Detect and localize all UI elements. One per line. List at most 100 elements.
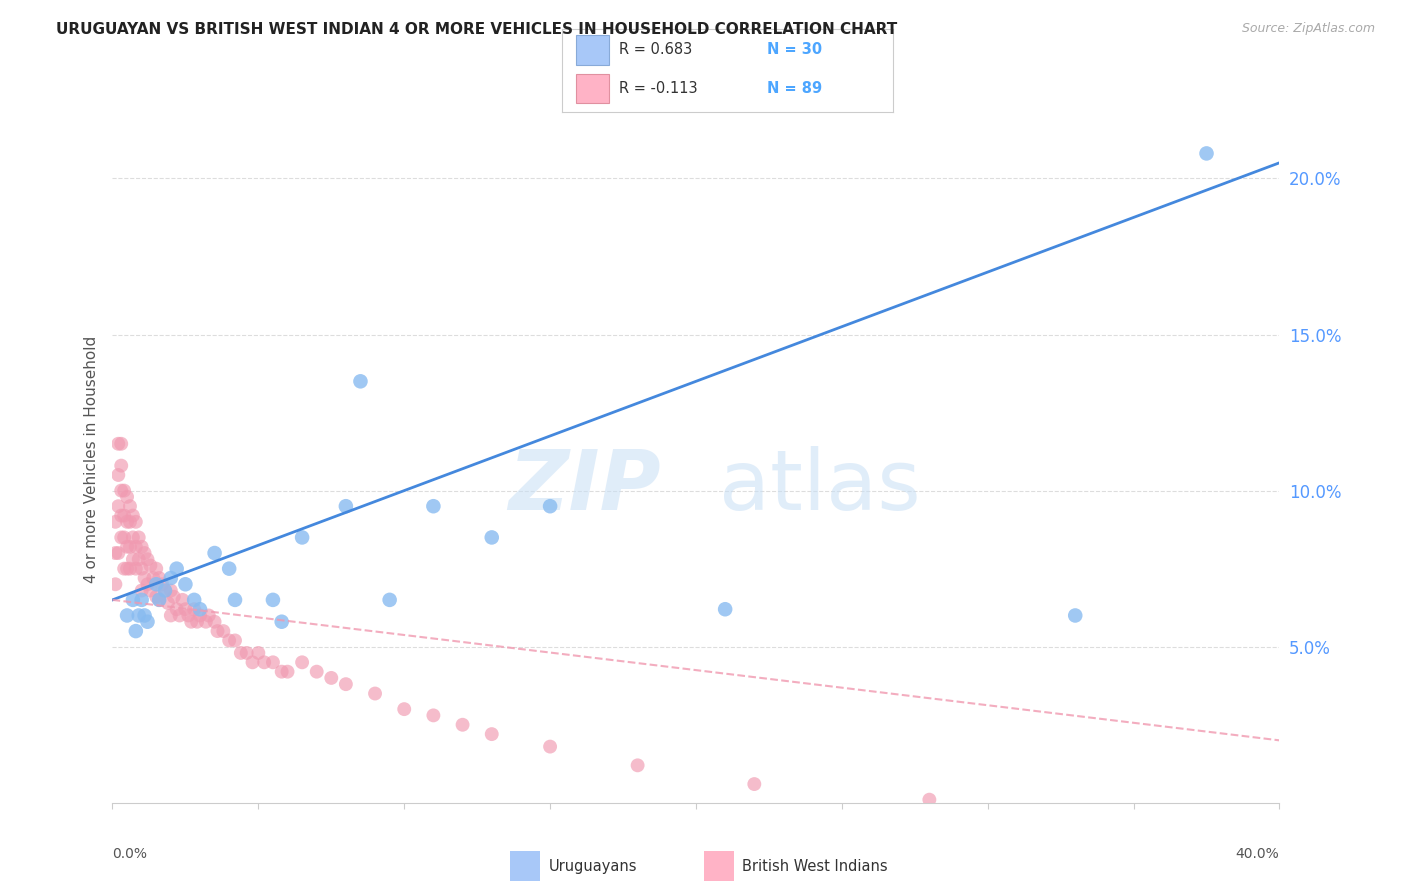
- Point: [122, 508, 145, 523]
- Text: N = 89: N = 89: [768, 81, 823, 96]
- Point: [253, 655, 276, 669]
- Point: [104, 515, 127, 529]
- Text: URUGUAYAN VS BRITISH WEST INDIAN 4 OR MORE VEHICLES IN HOUSEHOLD CORRELATION CHA: URUGUAYAN VS BRITISH WEST INDIAN 4 OR MO…: [56, 22, 897, 37]
- Point: [118, 515, 141, 529]
- Bar: [575, 74, 609, 103]
- Point: [364, 687, 387, 701]
- Point: [235, 646, 257, 660]
- Point: [218, 633, 240, 648]
- Point: [349, 375, 371, 389]
- Point: [145, 590, 167, 604]
- Point: [118, 540, 141, 554]
- Point: [1064, 608, 1087, 623]
- Point: [291, 655, 314, 669]
- Point: [276, 665, 298, 679]
- Point: [1195, 146, 1218, 161]
- Point: [186, 615, 208, 629]
- Text: 0.0%: 0.0%: [112, 847, 148, 862]
- Point: [451, 717, 474, 731]
- Point: [183, 592, 205, 607]
- Point: [918, 793, 941, 806]
- Point: [110, 508, 132, 523]
- Point: [148, 592, 170, 607]
- Point: [131, 592, 153, 607]
- Point: [112, 562, 135, 576]
- Point: [204, 546, 226, 560]
- Point: [742, 777, 765, 791]
- Point: [378, 592, 401, 607]
- Point: [104, 546, 127, 560]
- Point: [115, 540, 138, 554]
- Point: [207, 624, 229, 639]
- Point: [128, 552, 150, 566]
- Point: [291, 530, 314, 544]
- Point: [174, 577, 197, 591]
- Point: [128, 608, 150, 623]
- Point: [131, 562, 153, 576]
- Point: [118, 500, 141, 514]
- Point: [145, 577, 167, 591]
- Text: British West Indians: British West Indians: [742, 859, 889, 873]
- Point: [538, 500, 561, 514]
- Point: [335, 677, 357, 691]
- Point: [188, 602, 211, 616]
- Point: [160, 583, 183, 598]
- Point: [115, 608, 138, 623]
- Point: [229, 646, 252, 660]
- Point: [177, 608, 200, 623]
- Point: [188, 608, 211, 623]
- Point: [305, 665, 328, 679]
- Point: [112, 483, 135, 498]
- Point: [110, 437, 132, 451]
- Point: [107, 437, 129, 451]
- Point: [122, 592, 145, 607]
- Point: [194, 615, 217, 629]
- Point: [110, 458, 132, 473]
- Point: [148, 592, 170, 607]
- Point: [204, 615, 226, 629]
- Point: [153, 583, 176, 598]
- Point: [626, 758, 648, 772]
- Point: [128, 530, 150, 544]
- Point: [212, 624, 235, 639]
- Point: [160, 608, 183, 623]
- Point: [110, 530, 132, 544]
- Text: Uruguayans: Uruguayans: [548, 859, 637, 873]
- Point: [136, 552, 159, 566]
- Point: [145, 562, 167, 576]
- Point: [538, 739, 561, 754]
- Text: R = -0.113: R = -0.113: [619, 81, 697, 96]
- Point: [224, 592, 246, 607]
- Point: [110, 483, 132, 498]
- Point: [481, 530, 503, 544]
- Bar: [575, 35, 609, 65]
- Point: [224, 633, 246, 648]
- Point: [122, 530, 145, 544]
- Point: [335, 500, 357, 514]
- Point: [262, 655, 284, 669]
- Text: ZIP: ZIP: [509, 446, 661, 527]
- Point: [134, 546, 156, 560]
- Point: [125, 540, 148, 554]
- Point: [481, 727, 503, 741]
- Point: [131, 583, 153, 598]
- Point: [104, 577, 127, 591]
- Text: N = 30: N = 30: [768, 43, 823, 57]
- Point: [136, 577, 159, 591]
- Text: Source: ZipAtlas.com: Source: ZipAtlas.com: [1241, 22, 1375, 36]
- Point: [180, 615, 202, 629]
- Bar: [704, 851, 734, 881]
- Point: [136, 615, 159, 629]
- Point: [160, 571, 183, 585]
- Point: [197, 608, 219, 623]
- Text: atlas: atlas: [720, 446, 921, 527]
- Point: [148, 571, 170, 585]
- Point: [169, 608, 191, 623]
- Point: [422, 708, 444, 723]
- Point: [183, 602, 205, 616]
- Point: [166, 602, 188, 616]
- Point: [139, 558, 162, 573]
- Y-axis label: 4 or more Vehicles in Household: 4 or more Vehicles in Household: [83, 335, 98, 583]
- Text: 40.0%: 40.0%: [1236, 847, 1279, 862]
- Point: [270, 615, 292, 629]
